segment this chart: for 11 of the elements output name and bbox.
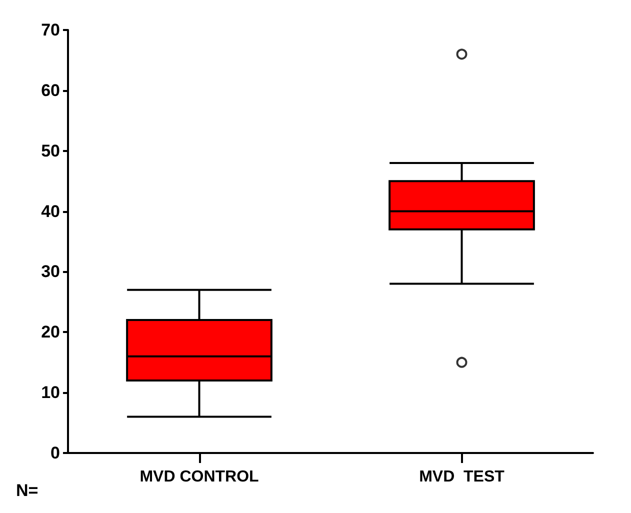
y-tick-label: 50 <box>41 141 60 160</box>
y-tick-label: 60 <box>41 80 60 100</box>
x-tick-label: MVD CONTROL <box>140 468 260 486</box>
y-tick-label: 40 <box>41 202 60 221</box>
y-tick-label: 30 <box>41 262 60 282</box>
y-tick-label: 10 <box>41 383 60 402</box>
text: N= <box>16 481 38 500</box>
x-tick-label: MVD TEST <box>419 468 505 486</box>
y-tick-label: 20 <box>41 322 60 342</box>
y-tick-label: 0 <box>50 444 60 462</box>
y-tick-label: 70 <box>41 20 60 40</box>
